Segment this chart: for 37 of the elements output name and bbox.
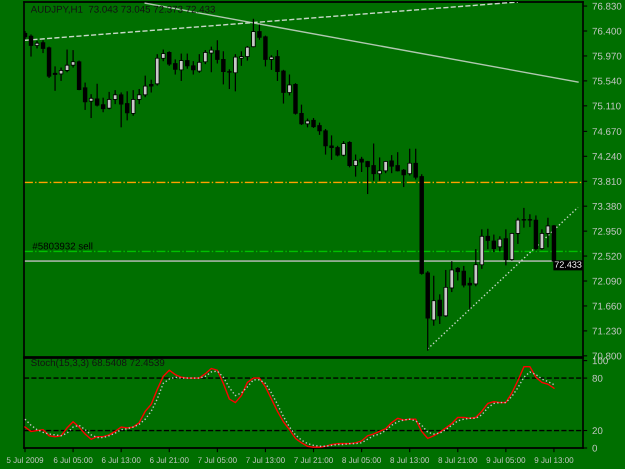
y-tick-label: 74.240 xyxy=(592,153,622,160)
x-tick-label: 8 Jul 05:00 xyxy=(342,457,381,463)
x-tick-label: 8 Jul 13:00 xyxy=(390,457,430,463)
x-tick-label: 7 Jul 05:00 xyxy=(198,457,237,463)
y-tick-label: 76.400 xyxy=(592,28,622,35)
y-tick-label: 75.540 xyxy=(592,78,622,85)
y-tick-label: 73.380 xyxy=(592,202,622,210)
y-tick-label: 70.800 xyxy=(592,352,622,360)
x-tick-label: 9 Jul 13:00 xyxy=(534,457,574,463)
x-tick-label: 7 Jul 21:00 xyxy=(294,457,333,463)
y-tick-label: 72.520 xyxy=(592,252,622,260)
x-tick-label: 6 Jul 13:00 xyxy=(102,457,141,463)
x-tick-label: 6 Jul 05:00 xyxy=(54,457,92,463)
y-tick-label: 71.230 xyxy=(592,328,622,335)
y-tick-label: 71.660 xyxy=(592,302,622,310)
y-tick-label: 74.670 xyxy=(592,128,622,135)
candlestick xyxy=(287,74,292,96)
y-tick-label: 72.950 xyxy=(592,228,622,235)
y-tick-label: 75.970 xyxy=(592,52,622,60)
candlestick xyxy=(317,122,322,135)
x-tick-label: 8 Jul 21:00 xyxy=(438,457,478,463)
y-tick-label: 72.090 xyxy=(592,278,622,285)
x-tick-label: 6 Jul 21:00 xyxy=(150,457,189,463)
chart-title: Stoch(15,3,3) 68.5408 72.4539 xyxy=(31,358,164,368)
y-tick-label: 0 xyxy=(592,444,598,452)
y-tick-label: 76.830 xyxy=(592,2,622,10)
y-tick-label: 20 xyxy=(592,427,602,434)
x-tick-label: 7 Jul 13:00 xyxy=(246,457,285,463)
y-tick-label: 75.110 xyxy=(592,102,621,110)
x-tick-label: 5 Jul 2009 xyxy=(6,457,44,463)
candlestick xyxy=(28,34,34,57)
y-tick-label: 73.810 xyxy=(592,178,622,185)
ref-line-label: 72.433 xyxy=(554,261,582,268)
y-tick-label: 80 xyxy=(592,374,602,382)
ref-line-label: #5803932 sell xyxy=(32,242,92,250)
chart-title: AUDJPY,H1 73.043 73.045 72.373 72.433 xyxy=(30,6,215,14)
x-tick-label: 9 Jul 05:00 xyxy=(486,457,526,463)
